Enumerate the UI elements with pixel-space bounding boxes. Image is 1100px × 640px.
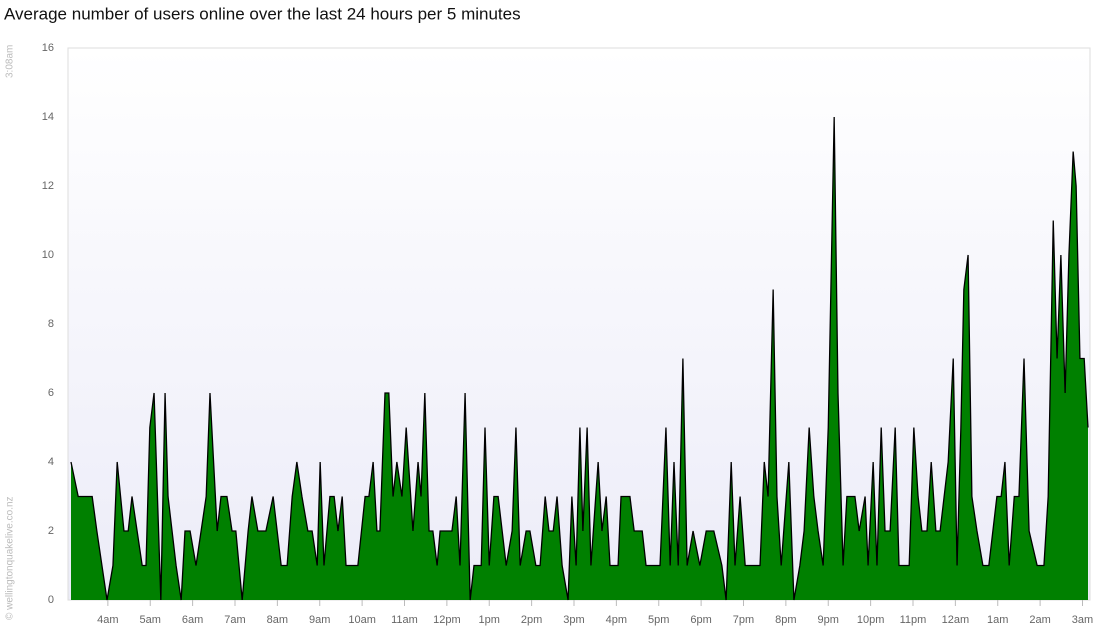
x-tick-label: 3am (1072, 614, 1093, 626)
x-tick-label: 2am (1029, 614, 1050, 626)
x-tick-label: 2pm (521, 614, 542, 626)
x-tick-label: 12pm (433, 614, 461, 626)
x-tick-label: 12am (942, 614, 970, 626)
y-tick-label: 8 (48, 318, 54, 330)
x-tick-label: 10pm (857, 614, 885, 626)
x-tick-label: 8am (267, 614, 288, 626)
y-tick-label: 12 (42, 180, 54, 192)
x-tick-label: 11pm (900, 614, 927, 626)
x-tick-label: 7pm (733, 614, 754, 626)
y-tick-label: 14 (42, 111, 54, 123)
x-tick-label: 11am (391, 614, 418, 626)
x-tick-label: 6pm (690, 614, 711, 626)
y-tick-label: 10 (42, 249, 54, 261)
chart-title: Average number of users online over the … (4, 4, 521, 23)
x-tick-label: 1am (987, 614, 1008, 626)
x-tick-label: 9pm (818, 614, 839, 626)
x-tick-label: 6am (182, 614, 203, 626)
x-tick-label: 3pm (563, 614, 584, 626)
x-tick-label: 9am (309, 614, 330, 626)
marks (70, 116, 1089, 601)
x-tick-label: 1pm (479, 614, 500, 626)
credit: © wellingtonquakelive.co.nz (5, 496, 16, 620)
y-tick-label: 16 (42, 42, 54, 54)
y-tick-label: 2 (48, 525, 54, 537)
y-tick-label: 6 (48, 387, 54, 399)
y-tick-label: 4 (48, 456, 54, 468)
x-tick-label: 5pm (648, 614, 669, 626)
start-time: 3:08am (5, 45, 16, 78)
x-tick-label: 4pm (606, 614, 627, 626)
x-tick-label: 4am (97, 614, 118, 626)
area-outline (70, 116, 1089, 601)
x-tick-label: 10am (348, 614, 376, 626)
y-tick-label: 0 (48, 594, 54, 606)
x-tick-label: 8pm (775, 614, 796, 626)
area (71, 117, 1088, 600)
x-tick-label: 7am (224, 614, 245, 626)
x-tick-label: 5am (140, 614, 161, 626)
